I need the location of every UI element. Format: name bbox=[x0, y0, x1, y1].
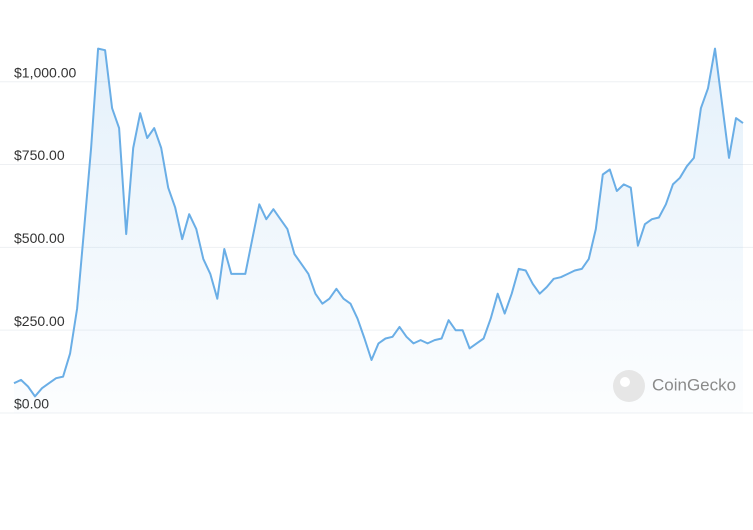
watermark: CoinGecko bbox=[652, 375, 736, 394]
area bbox=[14, 48, 743, 413]
y-tick-label: $500.00 bbox=[14, 230, 65, 246]
y-tick-label: $1,000.00 bbox=[14, 64, 76, 80]
y-tick-label: $250.00 bbox=[14, 313, 65, 329]
price-line bbox=[13, 47, 744, 398]
y-tick-label: $750.00 bbox=[14, 147, 65, 163]
watermark-logo bbox=[613, 370, 645, 402]
